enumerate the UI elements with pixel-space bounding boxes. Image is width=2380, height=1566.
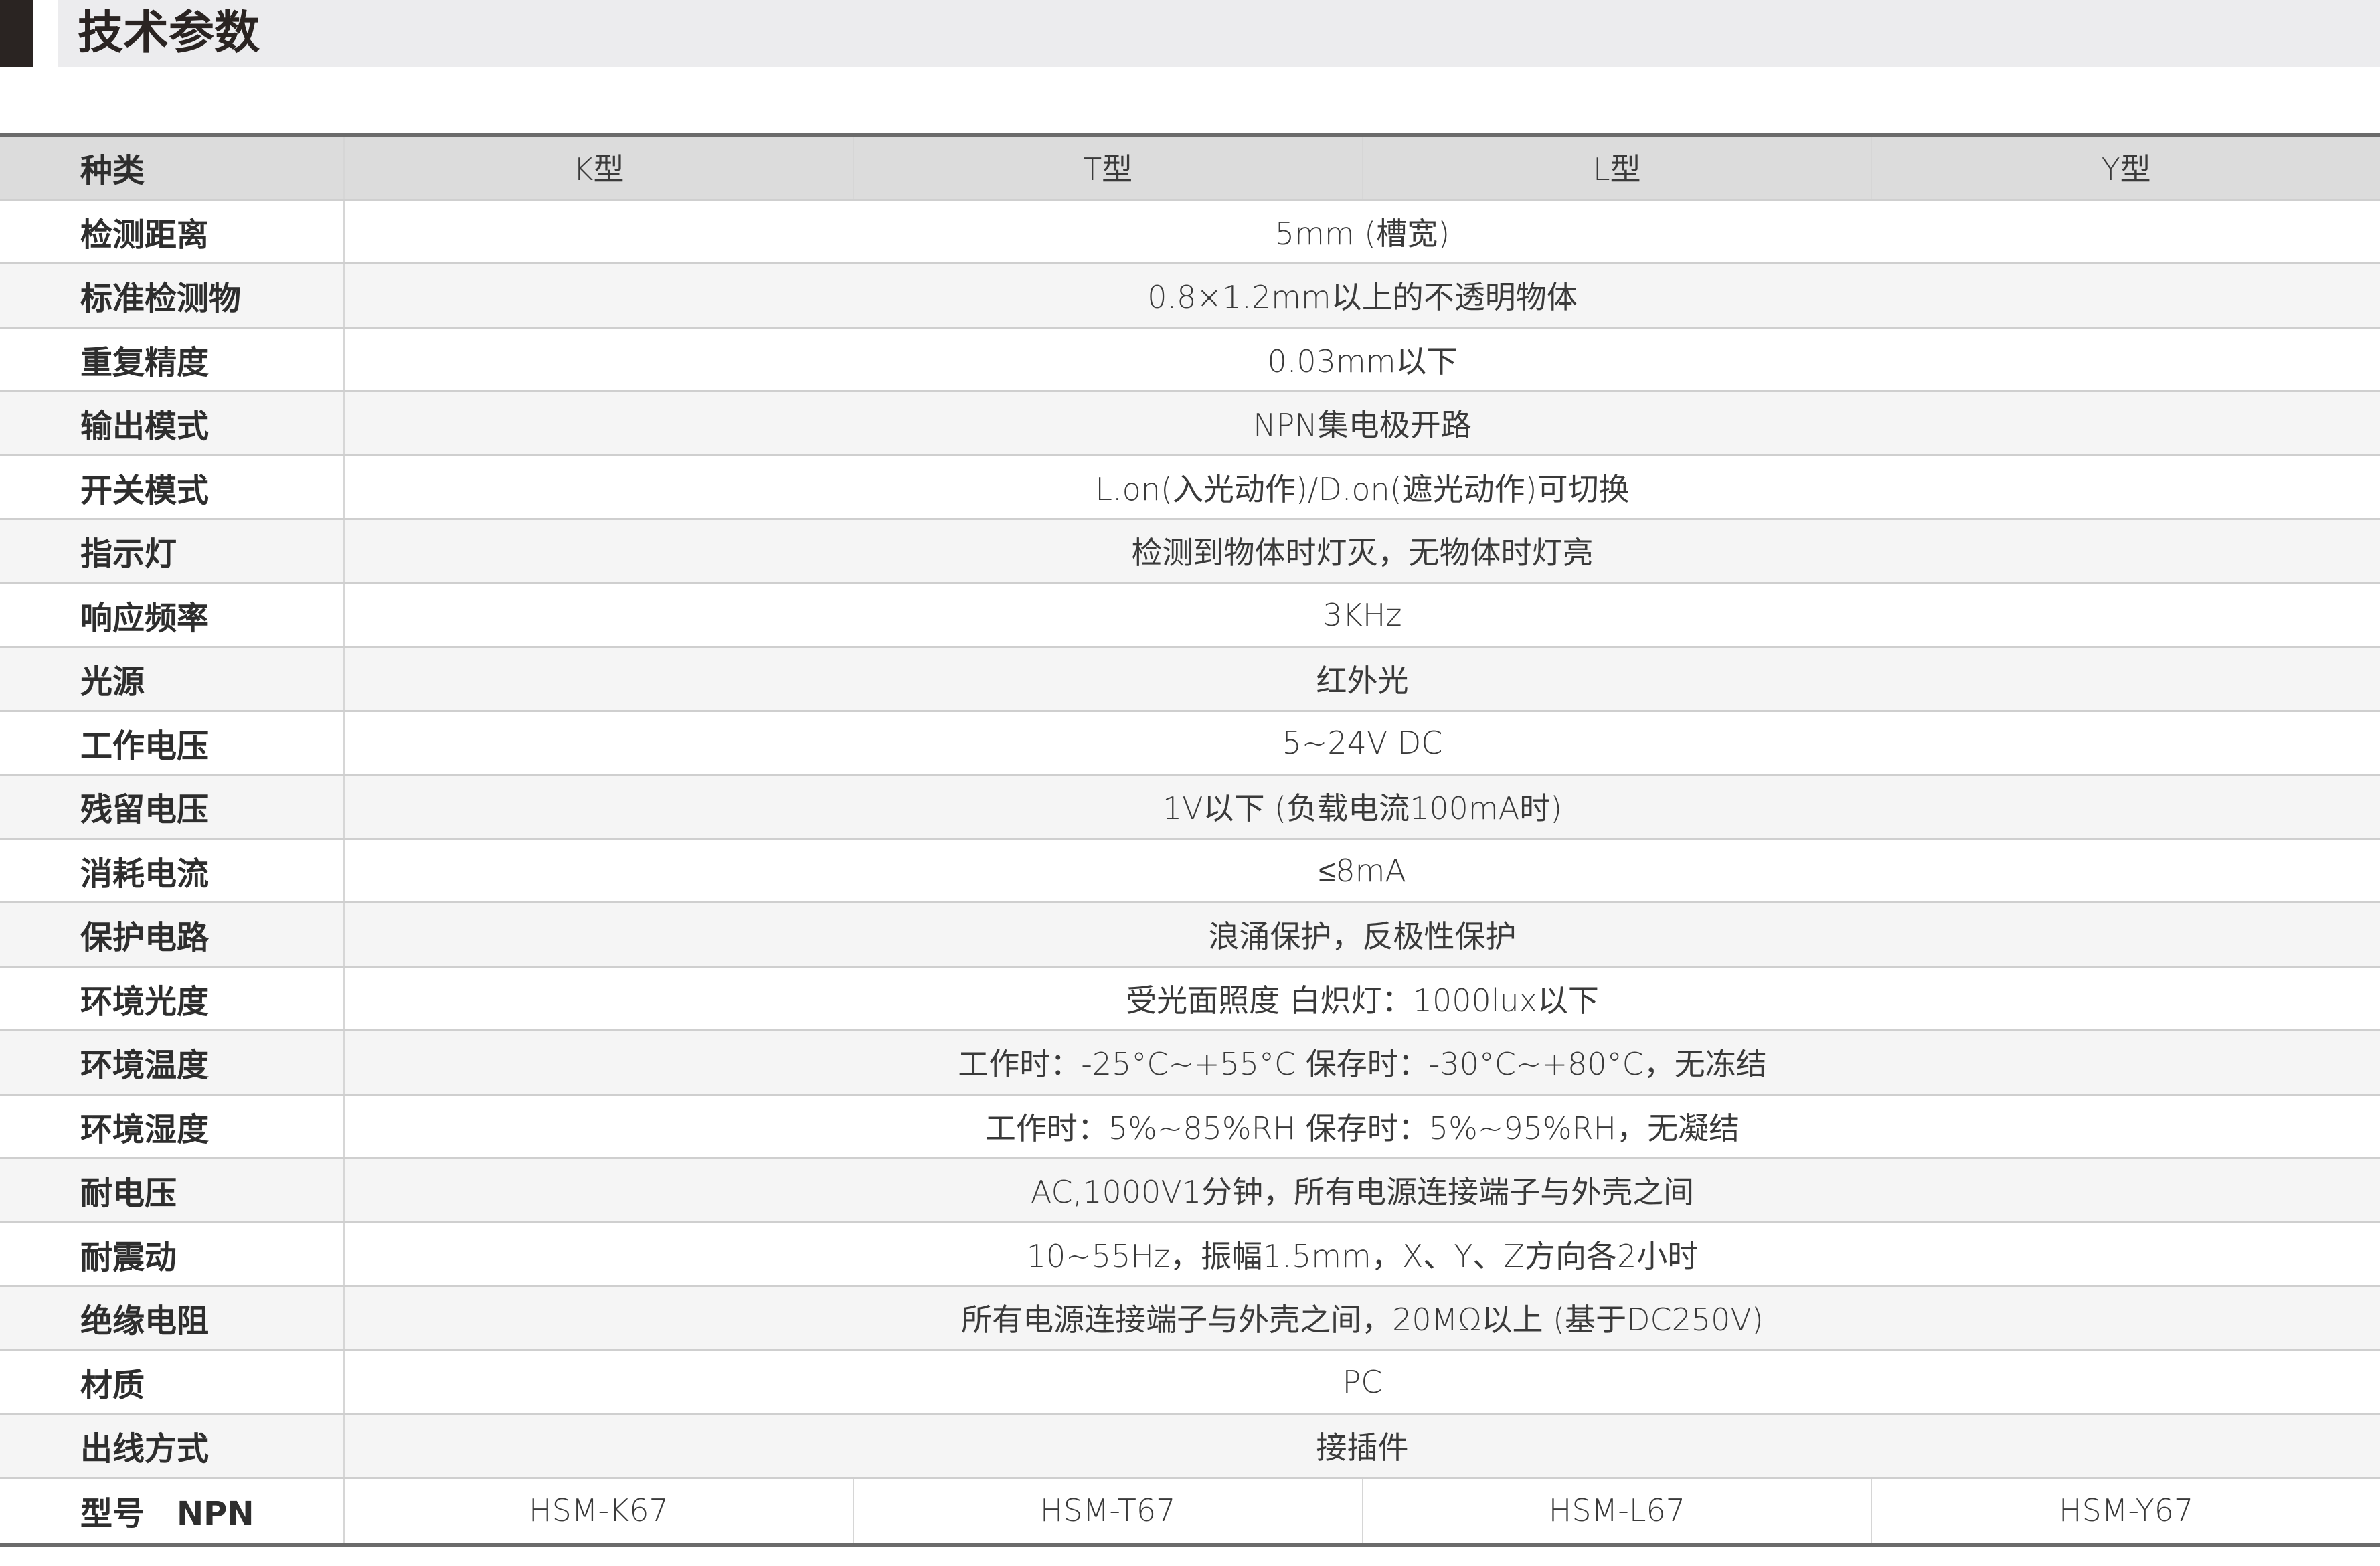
header-label: 种类 [80, 152, 145, 190]
table-row: 指示灯 检测到物体时灯灭，无物体时灯亮 [0, 520, 2380, 584]
header-type: T型 [852, 137, 1362, 199]
row-value: ≤8mA [343, 839, 2380, 901]
section-title: 技术参数 [78, 7, 260, 60]
title-accent-bar [0, 0, 33, 67]
table-row: 耐震动 10~55Hz，振幅1.5mm，X、Y、Z方向各2小时 [0, 1223, 2380, 1287]
table-row: 出线方式 接插件 [0, 1415, 2380, 1479]
table-row: 输出模式 NPN集电极开路 [0, 392, 2380, 456]
row-value: 受光面照度 白炽灯：1000lux以下 [343, 967, 2380, 1029]
row-label: 环境湿度 [80, 1110, 209, 1148]
model-label: 型号 NPN [80, 1495, 254, 1533]
row-label: 标准检测物 [80, 280, 242, 318]
table-row: 检测距离 5mm (槽宽) [0, 200, 2380, 264]
row-value: 所有电源连接端子与外壳之间，20MΩ以上 (基于DC250V) [343, 1287, 2380, 1349]
model-value: HSM-K67 [343, 1478, 853, 1543]
row-value: 检测到物体时灯灭，无物体时灯亮 [343, 520, 2380, 582]
row-value: 0.03mm以下 [343, 328, 2380, 390]
row-value: NPN集电极开路 [343, 392, 2380, 454]
table-row: 环境湿度 工作时：5%~85%RH 保存时：5%~95%RH，无凝结 [0, 1095, 2380, 1159]
row-label: 光源 [80, 663, 145, 701]
row-label: 开关模式 [80, 471, 209, 509]
row-value: 0.8×1.2mm以上的不透明物体 [343, 264, 2380, 327]
table-row: 绝缘电阻 所有电源连接端子与外壳之间，20MΩ以上 (基于DC250V) [0, 1287, 2380, 1351]
header-type: Y型 [1871, 137, 2380, 199]
model-value: HSM-T67 [852, 1478, 1362, 1543]
table-row: 重复精度 0.03mm以下 [0, 328, 2380, 392]
spec-table: 种类 K型 T型 L型 Y型检测距离 5mm (槽宽) 标准检测物 0.8×1.2mm以上的不… [0, 133, 2380, 1547]
row-label: 保护电路 [80, 919, 209, 957]
row-value: PC [343, 1351, 2380, 1413]
row-value: 1V以下 (负载电流100mA时) [343, 776, 2380, 838]
header-type: L型 [1361, 137, 1871, 199]
row-label: 材质 [80, 1366, 145, 1404]
row-label: 绝缘电阻 [80, 1302, 209, 1340]
table-row: 残留电压 1V以下 (负载电流100mA时) [0, 776, 2380, 840]
row-label: 出线方式 [80, 1430, 209, 1468]
row-label: 重复精度 [80, 343, 209, 381]
table-header-row: 种类 K型 T型 L型 Y型 [0, 137, 2380, 201]
table-row: 材质 PC [0, 1351, 2380, 1415]
row-label: 耐电压 [80, 1174, 177, 1213]
row-value: 10~55Hz，振幅1.5mm，X、Y、Z方向各2小时 [343, 1223, 2380, 1285]
table-row: 光源 红外光 [0, 648, 2380, 712]
row-label: 环境光度 [80, 982, 209, 1021]
row-label: 残留电压 [80, 791, 209, 829]
row-value: 工作时：5%~85%RH 保存时：5%~95%RH，无凝结 [343, 1095, 2380, 1157]
row-value: 红外光 [343, 648, 2380, 710]
row-value: 5mm (槽宽) [343, 200, 2380, 262]
table-row: 耐电压 AC,1000V1分钟，所有电源连接端子与外壳之间 [0, 1159, 2380, 1223]
row-label: 指示灯 [80, 535, 177, 574]
model-value: HSM-L67 [1361, 1478, 1871, 1543]
row-value: 接插件 [343, 1415, 2380, 1477]
header-type: K型 [343, 137, 853, 199]
section-header: 技术参数 [58, 0, 2380, 67]
table-row: 标准检测物 0.8×1.2mm以上的不透明物体 [0, 264, 2380, 329]
row-value: 工作时：-25°C~+55°C 保存时：-30°C~+80°C，无冻结 [343, 1031, 2380, 1094]
model-value: HSM-Y67 [1871, 1478, 2380, 1543]
row-label: 环境温度 [80, 1047, 209, 1085]
row-label: 输出模式 [80, 408, 209, 446]
row-value: 浪涌保护，反极性保护 [343, 903, 2380, 966]
row-value: 5~24V DC [343, 711, 2380, 774]
row-label: 消耗电流 [80, 855, 209, 893]
table-row: 环境光度 受光面照度 白炽灯：1000lux以下 [0, 967, 2380, 1031]
row-label: 检测距离 [80, 215, 209, 254]
row-label: 工作电压 [80, 727, 209, 765]
table-row: 开关模式 L.on(入光动作)/D.on(遮光动作)可切换 [0, 456, 2380, 520]
row-value: AC,1000V1分钟，所有电源连接端子与外壳之间 [343, 1159, 2380, 1221]
row-value: 3KHz [343, 584, 2380, 646]
table-row: 保护电路 浪涌保护，反极性保护 [0, 903, 2380, 968]
table-row: 工作电压 5~24V DC [0, 711, 2380, 776]
row-value: L.on(入光动作)/D.on(遮光动作)可切换 [343, 456, 2380, 518]
table-row: 响应频率 3KHz [0, 584, 2380, 648]
table-row: 环境温度 工作时：-25°C~+55°C 保存时：-30°C~+80°C，无冻结 [0, 1031, 2380, 1096]
model-row: 型号 NPN HSM-K67 HSM-T67 HSM-L67 HSM-Y67 [0, 1478, 2380, 1543]
row-label: 响应频率 [80, 599, 209, 637]
row-label: 耐震动 [80, 1238, 177, 1276]
table-row: 消耗电流 ≤8mA [0, 839, 2380, 903]
